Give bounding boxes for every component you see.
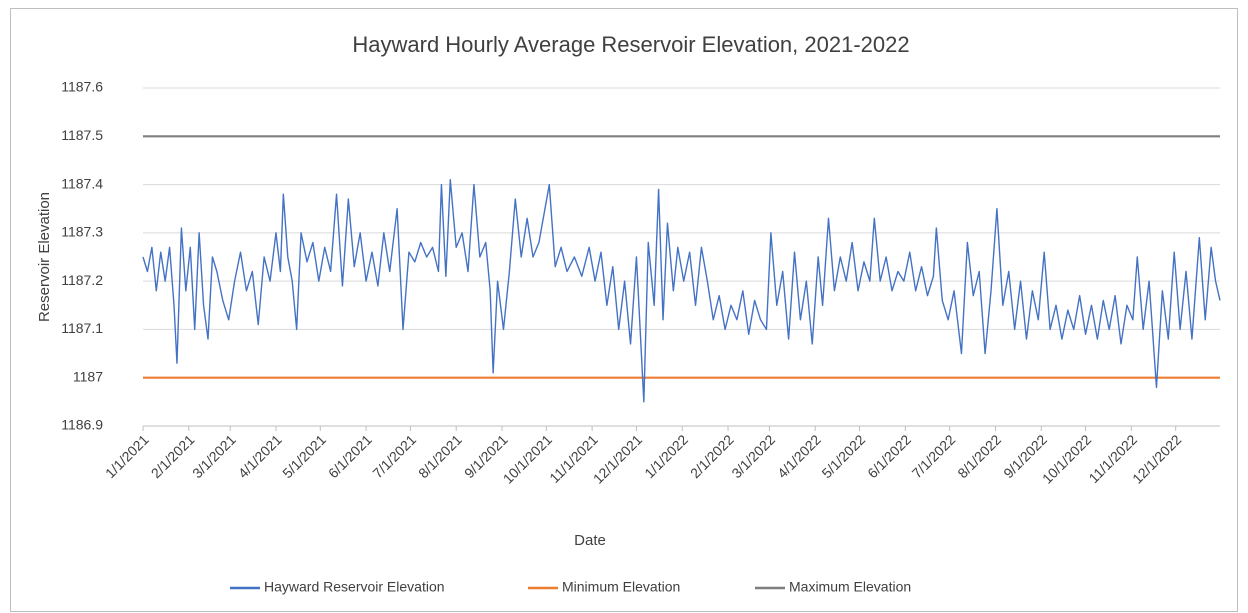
y-tick-label: 1187.1: [61, 320, 103, 336]
y-tick-label: 1187.3: [61, 224, 103, 240]
y-tick-label: 1187.4: [61, 175, 103, 191]
x-axis-title: Date: [574, 532, 606, 549]
chart-frame: [10, 8, 1238, 612]
legend-label: Minimum Elevation: [562, 579, 680, 595]
y-tick-label: 1187.5: [61, 127, 103, 143]
y-tick-label: 1187.6: [61, 79, 103, 95]
y-tick-label: 1187.2: [61, 272, 103, 288]
y-tick-label: 1187: [73, 368, 103, 384]
legend-label: Hayward Reservoir Elevation: [264, 579, 445, 595]
series-line: [142, 179, 1221, 403]
y-axis-title: Reservoir Elevation: [36, 192, 53, 322]
legend-label: Maximum Elevation: [789, 579, 911, 595]
y-tick-label: 1186.9: [61, 417, 103, 433]
chart-title: Hayward Hourly Average Reservoir Elevati…: [352, 32, 909, 57]
